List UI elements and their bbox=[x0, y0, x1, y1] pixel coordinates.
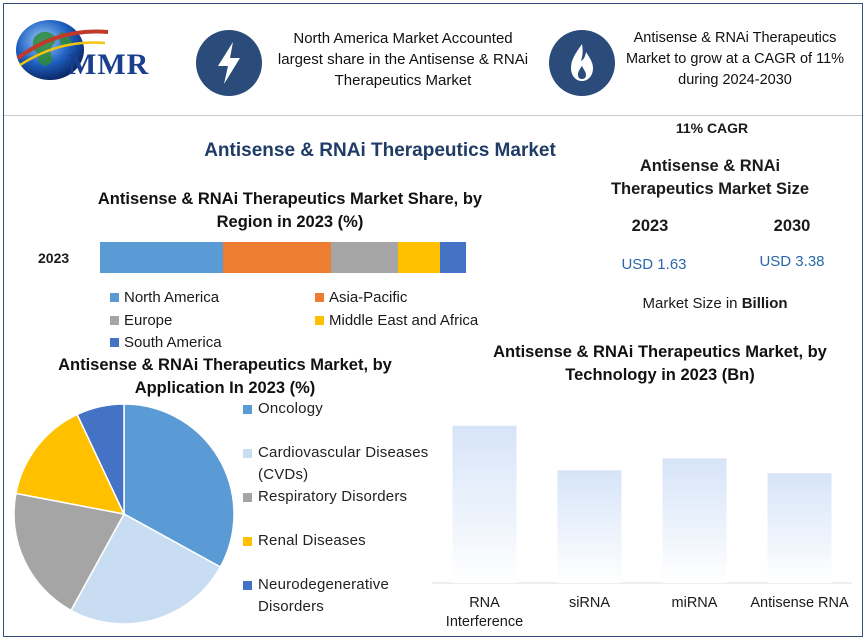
value-2030: USD 3.38 bbox=[759, 253, 825, 270]
legend-middle-east-africa: Middle East and Africa bbox=[315, 312, 478, 329]
pie-slice-oncology bbox=[123, 403, 235, 569]
pie-slice-respiratory-disorders bbox=[13, 492, 126, 612]
swatch-europe bbox=[110, 316, 119, 325]
tech-bar-sirna bbox=[557, 470, 622, 583]
region-stacked-bar bbox=[100, 242, 466, 273]
swatch-north-america bbox=[110, 293, 119, 302]
logo-text: MMR bbox=[68, 48, 150, 81]
page-title: Antisense & RNAi Therapeutics Market bbox=[204, 140, 556, 161]
legend-asia-pacific: Asia-Pacific bbox=[315, 289, 407, 306]
tech-label-rna-interference: RNA Interference bbox=[445, 595, 524, 630]
header-right-text: Antisense & RNAi Therapeutics Market to … bbox=[625, 30, 845, 88]
region-segment-north-america bbox=[100, 242, 223, 273]
mmr-logo: MMR bbox=[10, 10, 190, 90]
cagr-label: 11% CAGR bbox=[675, 120, 749, 136]
region-bar-year: 2023 bbox=[38, 250, 70, 266]
technology-chart-title: Antisense & RNAi Therapeutics Market, by… bbox=[493, 343, 827, 384]
application-chart-title: Antisense & RNAi Therapeutics Market, by… bbox=[58, 356, 392, 397]
pie-slice-renal-diseases bbox=[15, 413, 126, 516]
application-pie-chart bbox=[13, 403, 235, 625]
region-segment-asia-pacific bbox=[222, 242, 331, 273]
tech-label-antisense-rna: Antisense RNA bbox=[750, 595, 849, 611]
year-2030: 2030 bbox=[773, 217, 811, 235]
market-size-unit: Market Size in Billion bbox=[642, 295, 788, 312]
region-segment-south-america bbox=[440, 242, 466, 273]
swatch-south-america bbox=[110, 338, 119, 347]
legend-europe: Europe bbox=[110, 312, 172, 329]
pie-legend-respiratory: Respiratory Disorders bbox=[243, 486, 443, 508]
technology-category-labels: RNA Interference siRNA miRNA Antisense RNA bbox=[432, 594, 852, 634]
market-size-title: Antisense & RNAi Therapeutics Market Siz… bbox=[610, 157, 810, 198]
tech-bar-rna-interference bbox=[452, 425, 517, 583]
pie-legend-oncology: Oncology bbox=[243, 398, 323, 420]
pie-legend-neuro: Neurodegenerative Disorders bbox=[243, 574, 423, 618]
tech-bar-mirna bbox=[662, 458, 727, 583]
pie-slice-neurodegenerative-disorders bbox=[76, 403, 125, 515]
infographic-frame bbox=[3, 3, 863, 637]
region-segment-middle-east-and-africa bbox=[398, 242, 441, 273]
flame-badge bbox=[549, 30, 615, 96]
value-2023: USD 1.63 bbox=[621, 256, 687, 273]
region-segment-europe bbox=[330, 242, 399, 273]
header-divider bbox=[4, 115, 862, 116]
legend-north-america: North America bbox=[110, 289, 219, 306]
lightning-badge bbox=[196, 30, 262, 96]
technology-bar-chart bbox=[432, 425, 852, 584]
header-left-text: North America Market Accounted largest s… bbox=[277, 30, 529, 89]
pie-slice-cardiovascular-diseases-cvds bbox=[69, 512, 222, 625]
legend-south-america: South America bbox=[110, 334, 222, 351]
tech-label-mirna: miRNA bbox=[671, 595, 718, 611]
pie-legend-renal: Renal Diseases bbox=[243, 530, 366, 552]
year-2023: 2023 bbox=[631, 217, 669, 235]
lightning-icon bbox=[218, 42, 240, 84]
flame-icon bbox=[571, 44, 593, 81]
tech-label-sirna: siRNA bbox=[568, 595, 611, 611]
tech-bar-antisense-rna bbox=[767, 473, 832, 583]
swatch-mea bbox=[315, 316, 324, 325]
pie-legend-cvd: Cardiovascular Diseases (CVDs) bbox=[243, 442, 443, 486]
region-chart-title: Antisense & RNAi Therapeutics Market Sha… bbox=[97, 190, 483, 231]
swatch-asia-pacific bbox=[315, 293, 324, 302]
globe-icon bbox=[16, 20, 109, 80]
